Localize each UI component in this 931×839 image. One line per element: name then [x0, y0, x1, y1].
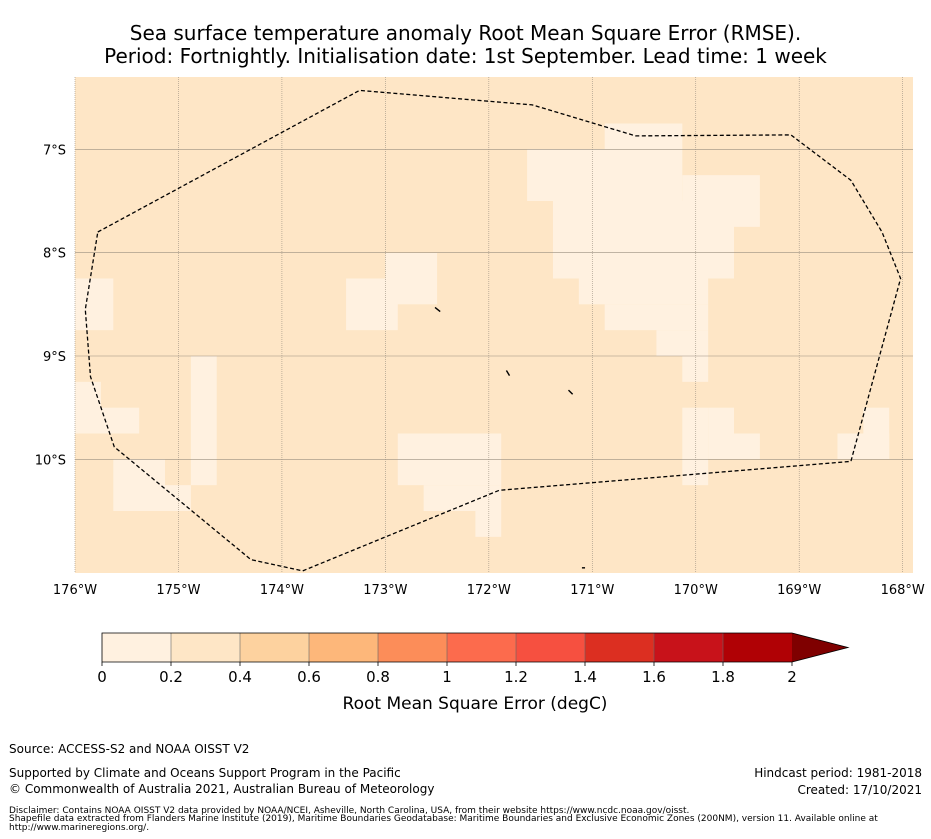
rmse-cell	[863, 407, 890, 460]
colorbar-segment	[723, 633, 792, 662]
colorbar-segment	[240, 633, 309, 662]
gridlines	[74, 77, 913, 573]
rmse-cell	[682, 356, 709, 382]
lon-tick-label: 168°W	[881, 583, 925, 598]
lat-tick-label: 7°S	[43, 143, 66, 158]
rmse-cell	[734, 433, 760, 460]
colorbar-segment	[171, 633, 240, 662]
rmse-cell	[449, 433, 476, 460]
map-area: 176°W 175°W 174°W 173°W 172°W 171°W 170°W 169°W…	[35, 77, 925, 598]
rmse-cell	[682, 175, 760, 227]
rmse-cell	[475, 511, 502, 537]
colorbar-segment	[102, 633, 171, 662]
colorbar-segment	[516, 633, 585, 662]
rmse-cells	[75, 123, 890, 537]
colorbar-tick-label: 0.6	[297, 668, 321, 686]
lon-tick-label: 176°W	[53, 583, 97, 598]
island	[505, 370, 511, 376]
colorbar-tick-label: 0	[97, 668, 107, 686]
rmse-cell	[346, 278, 398, 331]
rmse-cell	[578, 278, 709, 305]
colorbar-segment	[585, 633, 654, 662]
colorbar-tick-label: 1.8	[711, 668, 735, 686]
rmse-cell	[423, 485, 502, 511]
lon-tick-label: 171°W	[570, 583, 614, 598]
chart-title-line1: Sea surface temperature anomaly Root Mea…	[129, 21, 802, 45]
lat-tick-label: 10°S	[35, 453, 66, 468]
colorbar-tick-label: 1.2	[504, 668, 528, 686]
colorbar-tick-label: 0.2	[159, 668, 183, 686]
colorbar-segment	[309, 633, 378, 662]
colorbar-label: Root Mean Square Error (degC)	[343, 694, 608, 714]
colorbar-tick-label: 0.8	[366, 668, 390, 686]
colorbar-tick-label: 0.4	[228, 668, 252, 686]
disclaimer-line1: Disclaimer: Contains NOAA OISST V2 data …	[9, 806, 690, 816]
rmse-cell	[708, 407, 735, 460]
lon-tick-label: 174°W	[260, 583, 304, 598]
disclaimer-line3: http://www.marineregions.org/.	[9, 823, 150, 833]
rmse-cell	[604, 304, 709, 331]
colorbar: 0 0.2 0.4 0.6 0.8 1 1.2 1.4 1.6 1.8 2 Root Mean Squ…	[97, 632, 850, 714]
rmse-cell	[190, 356, 217, 486]
eez-boundary	[84, 89, 902, 572]
lat-tick-label: 9°S	[43, 350, 66, 365]
lon-tick-label: 173°W	[363, 583, 407, 598]
created-date-text: Created: 17/10/2021	[797, 783, 922, 797]
hindcast-period-text: Hindcast period: 1981-2018	[754, 766, 922, 780]
lon-tick-label: 170°W	[674, 583, 718, 598]
island	[434, 306, 441, 313]
lon-tick-label: 175°W	[156, 583, 200, 598]
supported-by-text: Supported by Climate and Oceans Support …	[9, 766, 401, 780]
rmse-cell	[682, 407, 709, 486]
colorbar-tick-label: 1.4	[573, 668, 597, 686]
lat-tick-label: 8°S	[43, 247, 66, 262]
colorbar-segment	[447, 633, 516, 662]
rmse-cell	[656, 330, 709, 356]
colorbar-tick-label: 2	[787, 668, 797, 686]
copyright-text: © Commonwealth of Australia 2021, Austra…	[9, 782, 435, 796]
rmse-cell	[75, 381, 101, 434]
chart-title-line2: Period: Fortnightly. Initialisation date…	[104, 44, 827, 68]
colorbar-segment	[654, 633, 723, 662]
rmse-cell	[75, 278, 114, 331]
lon-tick-label: 169°W	[777, 583, 821, 598]
colorbar-tick-label: 1	[442, 668, 452, 686]
island	[567, 389, 574, 395]
rmse-cell	[527, 149, 683, 201]
colorbar-tick-label: 1.6	[642, 668, 666, 686]
colorbar-segment	[378, 633, 447, 662]
disclaimer-line2: Shapefile data extracted from Flanders M…	[9, 814, 878, 824]
lon-tick-label: 172°W	[467, 583, 511, 598]
colorbar-extend-arrow	[792, 633, 848, 662]
source-text: Source: ACCESS-S2 and NOAA OISST V2	[9, 742, 250, 756]
